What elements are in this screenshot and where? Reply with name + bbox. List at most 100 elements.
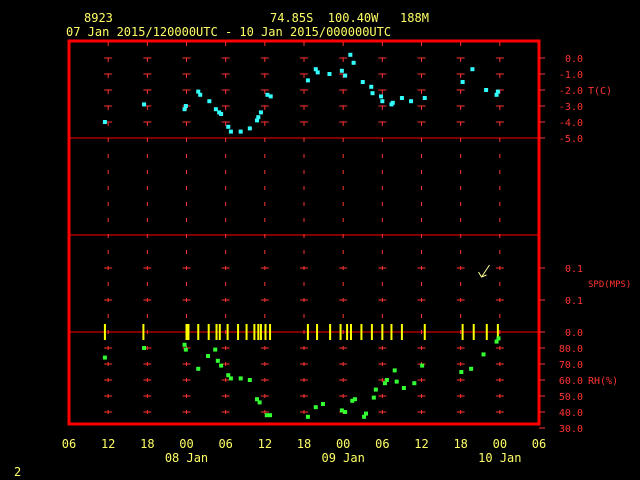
humidity-point xyxy=(481,352,486,357)
temperature-point xyxy=(484,88,489,92)
humidity-point xyxy=(392,368,397,373)
date-label: 08 Jan xyxy=(165,451,208,465)
temperature-tick-label: -5.0 xyxy=(559,134,583,145)
humidity-point xyxy=(305,414,310,419)
humidity-point xyxy=(339,408,344,413)
temperature-point xyxy=(390,100,395,105)
wind-speed-axis: 0.1 0.1 0.0 SPD(MPS) xyxy=(539,264,631,339)
time-tick-label: 18 xyxy=(140,437,154,451)
temperature-point xyxy=(470,67,475,72)
time-tick-label: 06 xyxy=(532,437,546,451)
humidity-point xyxy=(469,366,474,371)
temperature-point xyxy=(343,73,348,78)
temperature-point xyxy=(256,115,261,120)
humidity-point xyxy=(219,363,224,368)
humidity-point xyxy=(228,376,233,381)
wind-arrow-head xyxy=(478,271,487,278)
temperature-point xyxy=(228,129,233,134)
wind-speed-tick-label: 0.1 xyxy=(565,296,583,307)
wind-arrow-shaft xyxy=(481,264,490,278)
temperature-point xyxy=(247,126,252,131)
temperature-point xyxy=(207,99,212,104)
temperature-point xyxy=(213,107,218,112)
temperature-point xyxy=(198,92,203,97)
humidity-point xyxy=(102,355,107,360)
time-tick-label: 00 xyxy=(493,437,507,451)
humidity-point xyxy=(401,386,406,390)
station-id: 8923 xyxy=(84,11,113,25)
humidity-point xyxy=(313,405,318,410)
time-period: 07 Jan 2015/120000UTC - 10 Jan 2015/0000… xyxy=(66,25,391,39)
humidity-point xyxy=(268,413,273,418)
time-axis: 06 12 18 00 06 12 18 00 06 12 18 00 06 08 Jan 09 Jan 10… xyxy=(62,437,546,465)
time-tick-label: 06 xyxy=(375,437,389,451)
humidity-tick-label: 60.0 xyxy=(559,376,583,387)
temperature-point xyxy=(422,96,427,100)
humidity-point xyxy=(255,397,259,402)
temperature-point xyxy=(182,107,187,112)
humidity-point xyxy=(362,414,367,419)
temperature-point xyxy=(327,72,332,76)
temperature-point xyxy=(265,92,270,97)
header: 8923 74.85S 100.40W 188M 07 Jan 2015/120… xyxy=(66,11,429,39)
time-tick-label: 18 xyxy=(297,437,311,451)
temperature-axis-label: T(C) xyxy=(588,86,612,97)
temperature-point xyxy=(380,99,385,104)
date-label: 10 Jan xyxy=(478,451,521,465)
humidity-point xyxy=(494,339,499,344)
time-tick-label: 12 xyxy=(258,437,272,451)
humidity-point xyxy=(496,336,501,341)
time-tick-label: 06 xyxy=(62,437,76,451)
temperature-tick-label: -4.0 xyxy=(559,118,583,129)
wind-vector xyxy=(478,264,490,278)
humidity-point xyxy=(350,398,355,403)
temperature-tick-label: -2.0 xyxy=(559,86,583,97)
humidity-point xyxy=(183,347,188,352)
humidity-point xyxy=(364,411,369,416)
temperature-axis: 0.0 -1.0 -2.0 -3.0 -4.0 -5.0 T(C) xyxy=(539,54,612,145)
humidity-point xyxy=(320,402,325,406)
temperature-point xyxy=(258,110,263,115)
temperature-point xyxy=(460,80,465,84)
time-tick-label: 00 xyxy=(336,437,350,451)
temperature-tick-label: -1.0 xyxy=(559,70,583,81)
temperature-point xyxy=(196,89,201,94)
humidity-tick-label: 80.0 xyxy=(559,344,583,355)
humidity-tick-label: 40.0 xyxy=(559,408,583,419)
humidity-point xyxy=(257,400,262,405)
temperature-point xyxy=(370,91,375,96)
temperature-point xyxy=(313,67,318,72)
humidity-point xyxy=(247,378,252,382)
temperature-point xyxy=(360,80,365,84)
humidity-point xyxy=(420,363,425,368)
temperature-point xyxy=(369,84,374,89)
temperature-point xyxy=(268,94,273,99)
humidity-point xyxy=(226,373,231,378)
temperature-point xyxy=(226,124,231,129)
wind-speed-tick-label: 0.0 xyxy=(565,328,583,339)
temperature-point xyxy=(494,92,499,97)
humidity-point xyxy=(182,342,187,347)
page-number: 2 xyxy=(14,465,21,479)
temperature-point xyxy=(238,129,243,134)
wind-speed-tick-label: 0.1 xyxy=(565,264,583,275)
humidity-point xyxy=(215,358,220,363)
humidity-point xyxy=(206,354,211,358)
temperature-point xyxy=(183,104,188,108)
temperature-point xyxy=(315,70,320,75)
temperature-tick-label: 0.0 xyxy=(565,54,583,65)
temperature-tick-label: -3.0 xyxy=(559,102,583,113)
humidity-point xyxy=(382,381,387,386)
temperature-point xyxy=(348,52,353,57)
humidity-point xyxy=(371,395,376,400)
humidity-point xyxy=(352,397,357,402)
humidity-axis-label: RH(%) xyxy=(588,376,618,387)
temperature-point xyxy=(339,68,344,73)
humidity-point xyxy=(459,370,464,374)
humidity-point xyxy=(264,413,269,418)
humidity-tick-label: 70.0 xyxy=(559,360,583,371)
humidity-point xyxy=(142,346,147,350)
temperature-point xyxy=(255,118,259,123)
humidity-point xyxy=(213,347,218,352)
